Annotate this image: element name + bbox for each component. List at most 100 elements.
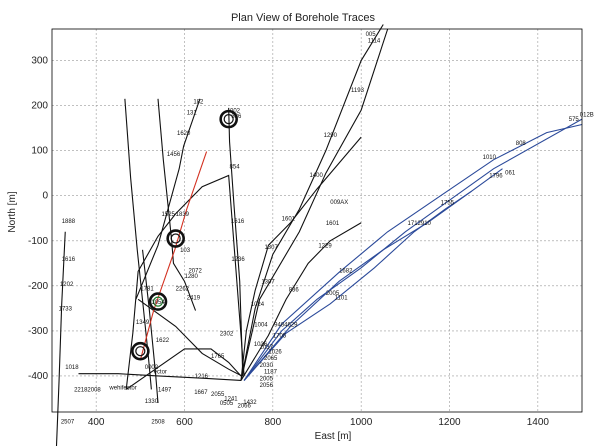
highlight-circle	[131, 341, 150, 361]
highlight-inner-ring	[170, 233, 181, 244]
borehole-label: 2419	[187, 295, 201, 301]
borehole-trace-8	[55, 231, 66, 446]
x-tick-label: 1000	[350, 417, 373, 428]
borehole-label: 2005	[326, 291, 340, 297]
borehole-label: 1620	[177, 131, 191, 137]
x-axis-label: East [m]	[315, 431, 352, 442]
borehole-label: 1216	[195, 374, 209, 380]
borehole-label: 1330	[145, 399, 159, 405]
x-tick-label: 600	[176, 417, 193, 428]
y-axis-label: North [m]	[7, 191, 18, 232]
borehole-label: 1755	[441, 201, 455, 207]
borehole-trace-16	[243, 123, 583, 381]
borehole-label: 1307	[261, 280, 275, 286]
borehole-trace-4	[125, 174, 245, 390]
borehole-label: 808	[516, 141, 527, 147]
borehole-label: 1280	[185, 274, 199, 280]
highlight-circle	[219, 109, 238, 129]
borehole-trace-11	[240, 28, 389, 381]
borehole-label: 1781	[140, 286, 154, 292]
borehole-label: 1036	[254, 342, 268, 348]
borehole-label: 2262	[176, 286, 190, 292]
borehole-label: 1010	[483, 155, 497, 161]
borehole-label: 0505	[220, 401, 234, 407]
borehole-label: 1290	[324, 133, 338, 139]
borehole-label: 1202	[60, 282, 74, 288]
borehole-trace-12	[240, 24, 384, 381]
x-tick-label: 1400	[527, 417, 550, 428]
borehole-label: 2055	[211, 392, 225, 398]
highlight-circle	[166, 229, 185, 248]
borehole-label: 1616	[231, 219, 245, 225]
borehole-trace-17	[243, 168, 503, 381]
borehole-trace-13	[240, 136, 362, 381]
tick-labels: 400 600 800 1000 1200 1400 -400 -300 -200 -100 0 10…	[28, 56, 549, 428]
borehole-label: 2072	[188, 268, 202, 274]
borehole-trace-14	[240, 222, 362, 381]
borehole-label: 836	[289, 288, 300, 294]
borehole-label: 1733	[59, 307, 73, 313]
borehole-label: 854	[230, 165, 241, 171]
borehole-label: 1026	[268, 349, 282, 355]
borehole-label: 1525	[162, 212, 176, 218]
borehole-label: 1018	[65, 365, 79, 371]
borehole-label: 2005	[260, 376, 274, 382]
grid-lines	[52, 29, 582, 412]
borehole-label: 009AX	[330, 200, 348, 206]
borehole-label: 1349	[136, 320, 150, 326]
borehole-label: 131	[187, 111, 198, 117]
borehole-label: 0002	[145, 365, 159, 371]
borehole-label: 575	[569, 117, 580, 123]
borehole-trace-18	[243, 190, 472, 381]
borehole-label: 9484629	[274, 322, 298, 328]
borehole-trace-7	[228, 107, 244, 376]
y-tick-label: 0	[42, 191, 48, 202]
borehole-label: wehifector	[108, 385, 136, 391]
borehole-trace-15	[243, 118, 583, 381]
highlight-inner-ring	[135, 346, 146, 357]
data-traces	[55, 24, 583, 446]
borehole-label: 1187	[264, 370, 278, 376]
borehole-label: 1765	[211, 354, 225, 360]
borehole-label: 012B	[580, 112, 594, 118]
y-tick-label: -200	[28, 281, 48, 292]
borehole-trace-5	[125, 348, 242, 390]
borehole-label: 1432	[243, 400, 257, 406]
borehole-label: 2030	[260, 363, 274, 369]
highlight-inner-ring	[152, 296, 164, 307]
borehole-label: 1024	[251, 302, 265, 308]
x-tick-label: 400	[88, 417, 105, 428]
borehole-label: 1193	[351, 88, 365, 94]
borehole-label: 22182008	[74, 388, 101, 394]
borehole-trace-2	[157, 98, 197, 311]
y-tick-label: 200	[31, 101, 48, 112]
borehole-trace-9	[141, 249, 159, 404]
borehole-label: 1888	[62, 219, 76, 225]
borehole-trace-1	[124, 98, 152, 390]
borehole-label: 1796	[489, 174, 503, 180]
borehole-label: 103	[180, 248, 191, 254]
borehole-label: 1616	[62, 257, 76, 263]
borehole-label: 2056	[260, 383, 274, 389]
borehole-trace-3	[135, 98, 201, 300]
borehole-label: 1682	[339, 268, 353, 274]
borehole-label: 2507	[61, 419, 75, 425]
borehole-trace-19	[139, 151, 208, 361]
x-tick-label: 1200	[438, 417, 461, 428]
borehole-label: 2302	[220, 331, 234, 337]
y-tick-label: -400	[28, 371, 48, 382]
borehole-label: 182	[193, 99, 204, 105]
borehole-label: 1622	[156, 338, 170, 344]
borehole-label: 1101	[335, 295, 349, 301]
borehole-label: 1667	[194, 390, 208, 396]
borehole-label: 2065	[264, 356, 278, 362]
highlight-circle	[148, 292, 168, 311]
borehole-trace-10	[78, 373, 242, 382]
borehole-label: 1601	[282, 217, 296, 223]
y-tick-label: -300	[28, 326, 48, 337]
borehole-label: 2037	[260, 345, 274, 351]
y-tick-label: 100	[31, 146, 48, 157]
borehole-label: 1307	[264, 245, 278, 251]
borehole-label: 1114	[368, 39, 381, 45]
